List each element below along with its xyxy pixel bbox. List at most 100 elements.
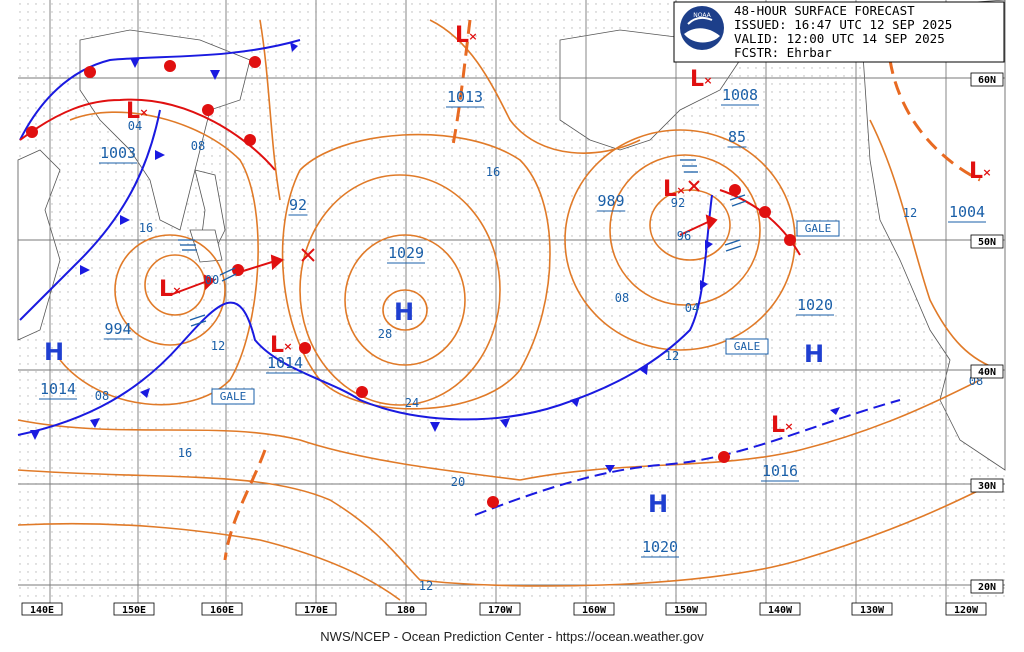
isobar-value: 08: [95, 389, 109, 403]
pressure-value: 1003: [100, 144, 136, 162]
latitude-labels: 60N 50N 40N 30N 20N: [970, 72, 1004, 594]
low-x-mark: ×: [703, 74, 712, 87]
pressure-value: 92: [289, 196, 307, 214]
pressure-label: 1029: [387, 244, 425, 264]
low-x-mark: ×: [139, 106, 148, 119]
pressure-label: 1008: [721, 86, 759, 106]
front-cold-north: [19, 39, 301, 141]
pressure-value: 1020: [642, 538, 678, 556]
pressure-label: 1014: [266, 354, 304, 374]
lon-label: 170W: [488, 605, 513, 616]
pressure-value: 1004: [949, 203, 985, 221]
lat-label: 30N: [978, 481, 996, 492]
pressure-label: 989: [596, 192, 626, 212]
low-x-mark: ×: [784, 420, 793, 433]
isobar-value: 12: [211, 339, 225, 353]
isobar-value: 08: [615, 291, 629, 305]
isobar-value: 16: [486, 165, 500, 179]
lon-label: 130W: [860, 605, 885, 616]
lat-label-box: 50N: [970, 234, 1004, 249]
lat-label: 20N: [978, 582, 996, 593]
pressure-label: 85: [727, 128, 747, 148]
low-x-mark: ×: [468, 30, 477, 43]
isobar-value: 12: [419, 579, 433, 593]
pressure-value: 1029: [388, 244, 424, 262]
lon-label-box: 140W: [759, 602, 801, 616]
low-center: L: [270, 333, 284, 358]
pressure-value: 85: [728, 128, 746, 146]
pressure-label: 1020: [641, 538, 679, 558]
front-cold-west: [19, 109, 161, 321]
noaa-logo-text: NOAA: [693, 12, 711, 19]
gale-label: GALE: [796, 220, 840, 237]
pressure-label: 1020: [796, 296, 834, 316]
gale-text: GALE: [734, 340, 761, 353]
lat-label: 50N: [978, 237, 996, 248]
longitude-labels: 140E 150E 160E 170E 180 170W 160W 150W 140W 130W 1…: [21, 602, 987, 616]
gale-label: GALE: [725, 338, 769, 355]
pressure-label: 1004: [948, 203, 986, 223]
motion-arrows: [169, 214, 718, 296]
low-x-mark: ×: [982, 166, 991, 179]
pressure-labels: 1003 1013 1008 85 989 92 1029 1004 1020 994 1014 10…: [39, 86, 986, 558]
lon-label-box: 170W: [479, 602, 521, 616]
pressure-label: 994: [103, 320, 133, 340]
isobar-value: 24: [405, 396, 419, 410]
header-valid: VALID: 12:00 UTC 14 SEP 2025: [734, 31, 945, 46]
isobar-value: 00: [205, 273, 219, 287]
high-center: H: [394, 298, 414, 326]
high-center: H: [804, 340, 824, 368]
lat-label-box: 40N: [970, 364, 1004, 379]
lon-label: 170E: [304, 605, 328, 616]
pressure-value: 989: [597, 192, 624, 210]
lon-label: 140W: [768, 605, 793, 616]
pressure-value: 1014: [40, 380, 76, 398]
lon-label: 160W: [582, 605, 607, 616]
gale-warnings: GALE GALE GALE: [211, 220, 840, 405]
lat-label-box: 30N: [970, 478, 1004, 493]
pressure-label: 1003: [99, 144, 137, 164]
pressure-label: 1016: [761, 462, 799, 482]
lon-label-box: 130W: [851, 602, 893, 616]
pressure-value: 1013: [447, 88, 483, 106]
lat-label-box: 60N: [970, 72, 1004, 87]
low-center: L: [969, 159, 983, 184]
front-cold-central: [17, 194, 713, 436]
header-title: 48-HOUR SURFACE FORECAST: [734, 3, 915, 18]
low-x-mark: ×: [676, 184, 685, 197]
lon-label-box: 160E: [201, 602, 243, 616]
low-center: L: [771, 413, 785, 438]
low-center: L: [159, 277, 173, 302]
front-stationary-south: [474, 399, 901, 516]
high-pressure-centers: H H H H: [44, 298, 824, 518]
trough-1: [450, 19, 472, 151]
wind-barbs: [178, 159, 747, 327]
pressure-label: 92: [288, 196, 308, 216]
low-center: L: [126, 99, 140, 124]
high-center: H: [44, 338, 64, 366]
lon-label-box: 170E: [295, 602, 337, 616]
lon-label: 160E: [210, 605, 234, 616]
low-center: L: [455, 23, 469, 48]
isobars: [17, 19, 1001, 601]
lon-label-box: 120W: [945, 602, 987, 616]
isobar-value: 16: [178, 446, 192, 460]
lon-label-box: 180: [385, 602, 427, 616]
lon-label: 180: [397, 605, 415, 616]
pressure-value: 1016: [762, 462, 798, 480]
low-center: L: [690, 67, 704, 92]
low-center: L: [663, 177, 677, 202]
isobar-value: 16: [139, 221, 153, 235]
lon-label-box: 160W: [573, 602, 615, 616]
lon-label: 120W: [954, 605, 979, 616]
isobar-value: 20: [451, 475, 465, 489]
pressure-value: 1020: [797, 296, 833, 314]
header-forecaster: FCSTR: Ehrbar: [734, 45, 832, 60]
low-x-mark: ×: [283, 340, 292, 353]
forecast-header: NOAA 48-HOUR SURFACE FORECAST ISSUED: 16…: [673, 1, 1005, 63]
isobar-value: 12: [665, 349, 679, 363]
lon-label: 140E: [30, 605, 54, 616]
isobar-value: 92: [671, 196, 685, 210]
lon-label-box: 150W: [665, 602, 707, 616]
